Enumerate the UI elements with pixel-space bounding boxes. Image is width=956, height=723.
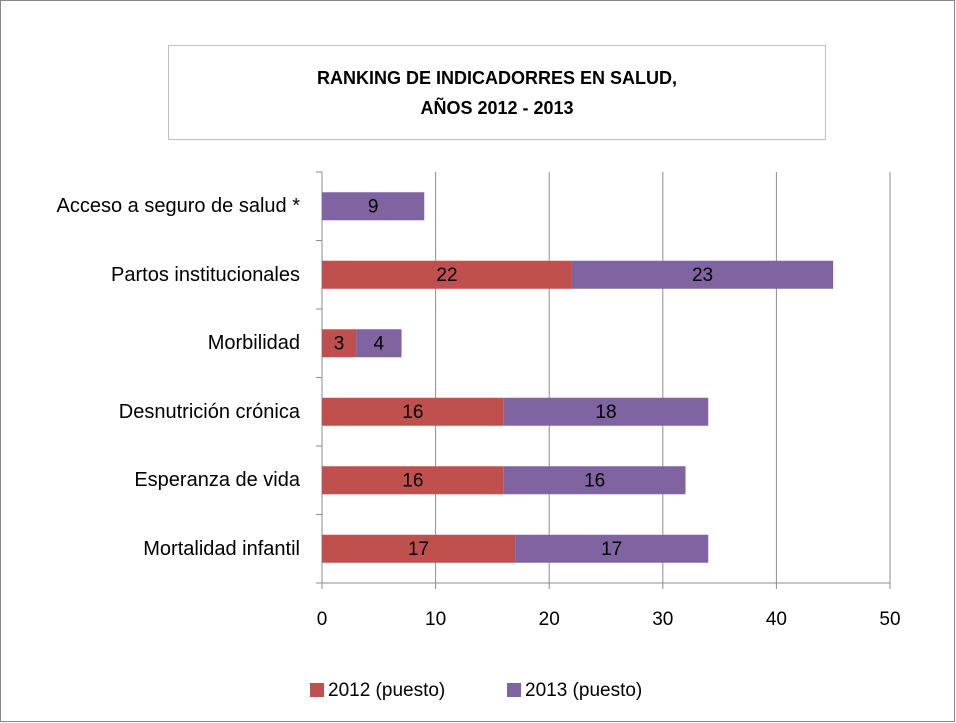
bar-segment: [503, 466, 686, 495]
bar-segment: [322, 329, 357, 358]
data-label: 16: [402, 470, 423, 491]
x-tick-label: 20: [539, 609, 560, 630]
y-tick-label: Esperanza de vida: [134, 469, 300, 492]
data-label: 22: [436, 265, 457, 286]
x-tick-label: 30: [652, 609, 673, 630]
bar-segment: [322, 397, 504, 426]
data-label: 3: [334, 333, 345, 354]
bar-segment: [356, 329, 402, 358]
data-label: 16: [402, 402, 423, 423]
bar-segment: [515, 534, 709, 563]
x-tick-label: 0: [317, 609, 328, 630]
y-tick-label: Partos institucionales: [111, 263, 300, 286]
bar-segment: [571, 260, 834, 289]
data-label: 18: [595, 402, 616, 423]
x-tick-label: 10: [425, 609, 446, 630]
y-tick-label: Desnutrición crónica: [118, 400, 300, 423]
legend-swatch: [310, 683, 324, 697]
bar-segment: [322, 192, 425, 221]
legend-label: 2012 (puesto): [328, 680, 445, 701]
bar-segment: [503, 397, 709, 426]
bar-segment: [322, 260, 572, 289]
data-label: 23: [692, 265, 713, 286]
data-label: 17: [601, 539, 622, 560]
y-tick-label: Morbilidad: [207, 332, 300, 355]
data-label: 4: [374, 333, 385, 354]
bar-segment: [322, 534, 516, 563]
bar-segment: [322, 466, 504, 495]
y-tick-label: Acceso a seguro de salud *: [56, 195, 301, 218]
y-tick-label: Mortalidad infantil: [143, 537, 300, 560]
chart-title: RANKING DE INDICADORRES EN SALUD, AÑOS 2…: [168, 45, 826, 140]
data-label: 17: [408, 539, 429, 560]
data-label: 9: [368, 196, 379, 217]
x-tick-label: 40: [766, 609, 787, 630]
legend-label: 2013 (puesto): [525, 680, 642, 701]
x-tick-label: 50: [879, 609, 900, 630]
legend-swatch: [507, 683, 521, 697]
data-label: 16: [584, 470, 605, 491]
